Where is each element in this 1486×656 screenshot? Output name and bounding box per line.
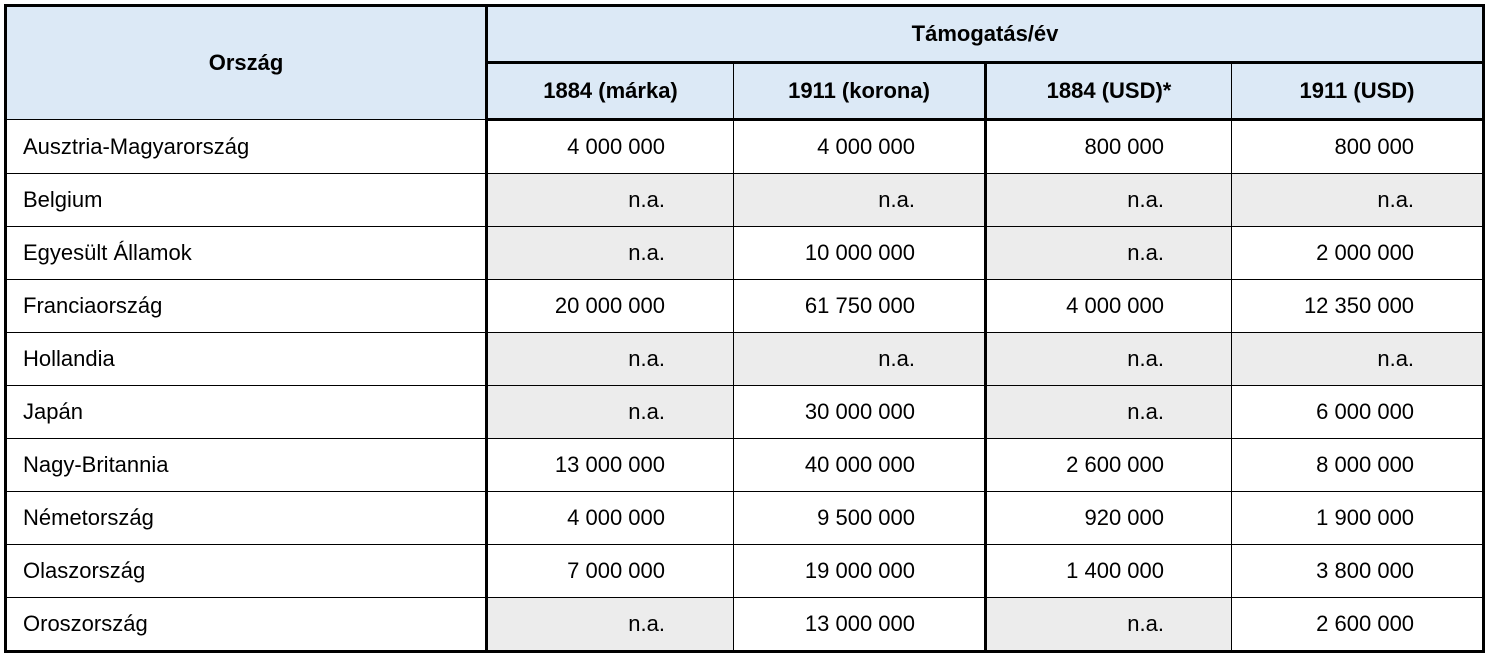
value-cell: 8 000 000 xyxy=(1230,438,1485,492)
value-cell: n.a. xyxy=(485,597,734,652)
table-row: Nagy-Britannia 13 000 000 40 000 000 2 600 … xyxy=(5,438,1485,492)
country-cell: Olaszország xyxy=(5,544,487,598)
value-cell: n.a. xyxy=(733,332,986,386)
country-cell: Hollandia xyxy=(5,332,487,386)
value-cell: 13 000 000 xyxy=(733,597,986,652)
table-row: Belgium n.a. n.a. n.a. n.a. xyxy=(5,173,1485,227)
table-row: Olaszország 7 000 000 19 000 000 1 400 000 3… xyxy=(5,544,1485,598)
table-row: Németország 4 000 000 9 500 000 920 000 1 90… xyxy=(5,491,1485,545)
column-header-1911-korona: 1911 (korona) xyxy=(733,62,986,121)
table-row: Egyesült Államok n.a. 10 000 000 n.a. 2 000 … xyxy=(5,226,1485,280)
value-cell: 1 400 000 xyxy=(984,544,1232,598)
value-cell: 2 600 000 xyxy=(984,438,1232,492)
value-cell: 61 750 000 xyxy=(733,279,986,333)
value-cell: n.a. xyxy=(485,226,734,280)
value-cell: 1 900 000 xyxy=(1230,491,1485,545)
country-cell: Japán xyxy=(5,385,487,439)
column-header-1884-mark: 1884 (márka) xyxy=(485,62,734,121)
value-cell: 4 000 000 xyxy=(485,119,734,174)
country-cell: Ausztria-Magyarország xyxy=(5,119,487,174)
value-cell: 40 000 000 xyxy=(733,438,986,492)
table-row: Japán n.a. 30 000 000 n.a. 6 000 000 xyxy=(5,385,1485,439)
header-row-columns: 1884 (márka) 1911 (korona) 1884 (USD)* 1… xyxy=(6,62,1485,121)
column-header-1884-usd: 1884 (USD)* xyxy=(984,62,1232,121)
value-cell: 800 000 xyxy=(1230,119,1485,174)
value-cell: 20 000 000 xyxy=(485,279,734,333)
value-cell: n.a. xyxy=(984,597,1232,652)
header-row-group: Ország Támogatás/év xyxy=(5,5,1485,120)
value-cell: 2 000 000 xyxy=(1230,226,1485,280)
value-cell: 920 000 xyxy=(984,491,1232,545)
value-cell: n.a. xyxy=(984,332,1232,386)
value-cell: 10 000 000 xyxy=(733,226,986,280)
value-cell: 4 000 000 xyxy=(984,279,1232,333)
value-cell: 800 000 xyxy=(984,119,1232,174)
value-cell: 3 800 000 xyxy=(1230,544,1485,598)
value-cell: 6 000 000 xyxy=(1230,385,1485,439)
value-cell: 2 600 000 xyxy=(1230,597,1485,652)
value-cell: 9 500 000 xyxy=(733,491,986,545)
value-cell: n.a. xyxy=(485,385,734,439)
subsidy-per-year-header: Támogatás/év xyxy=(484,5,1485,64)
table-row: Hollandia n.a. n.a. n.a. n.a. xyxy=(5,332,1485,386)
country-column-header: Ország xyxy=(5,5,487,120)
value-cell: 13 000 000 xyxy=(485,438,734,492)
country-cell: Nagy-Britannia xyxy=(5,438,487,492)
value-cell: 19 000 000 xyxy=(733,544,986,598)
value-cell: n.a. xyxy=(1230,173,1485,227)
value-cell: n.a. xyxy=(485,332,734,386)
value-cell: 12 350 000 xyxy=(1230,279,1485,333)
column-header-1911-usd: 1911 (USD) xyxy=(1230,62,1485,121)
table-row: Oroszország n.a. 13 000 000 n.a. 2 600 000 xyxy=(5,597,1485,652)
value-cell: 30 000 000 xyxy=(733,385,986,439)
value-cell: n.a. xyxy=(1230,332,1485,386)
value-cell: 4 000 000 xyxy=(733,119,986,174)
value-cell: n.a. xyxy=(485,173,734,227)
country-cell: Németország xyxy=(5,491,487,545)
value-cell: n.a. xyxy=(733,173,986,227)
country-cell: Oroszország xyxy=(5,597,487,652)
table-body: Ausztria-Magyarország 4 000 000 4 000 000 8… xyxy=(5,119,1485,652)
subsidy-table: Ország Támogatás/év 1884 (márka) 1911 (k… xyxy=(4,4,1486,653)
value-cell: n.a. xyxy=(984,226,1232,280)
value-cell: 4 000 000 xyxy=(485,491,734,545)
country-cell: Franciaország xyxy=(5,279,487,333)
country-cell: Egyesült Államok xyxy=(5,226,487,280)
value-cell: 7 000 000 xyxy=(485,544,734,598)
value-cell: n.a. xyxy=(984,385,1232,439)
table-row: Franciaország 20 000 000 61 750 000 4 000 0… xyxy=(5,279,1485,333)
table-row: Ausztria-Magyarország 4 000 000 4 000 000 8… xyxy=(5,119,1485,174)
country-cell: Belgium xyxy=(5,173,487,227)
value-cell: n.a. xyxy=(984,173,1232,227)
